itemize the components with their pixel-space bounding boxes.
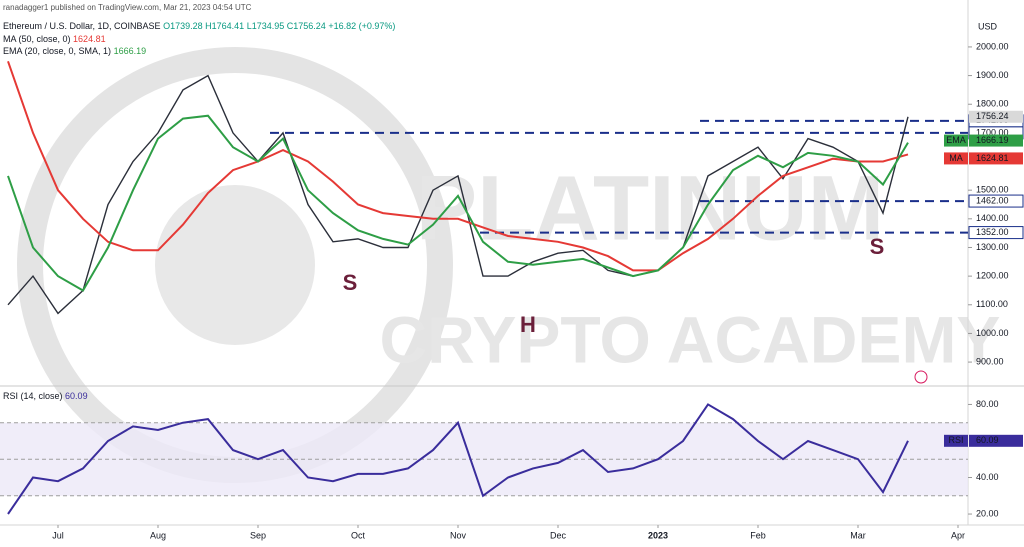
y-tick-label: 1400.00 bbox=[976, 213, 1009, 223]
ema-legend: EMA (20, close, 0, SMA, 1) 1666.19 bbox=[3, 46, 146, 56]
pattern-label: H bbox=[520, 312, 536, 337]
pattern-label: S bbox=[343, 270, 358, 295]
level-label: 1462.00 bbox=[976, 195, 1009, 205]
legend-value: 1624.81 bbox=[73, 34, 106, 44]
y-tick-label: 40.00 bbox=[976, 472, 999, 482]
watermark-text: CRYPTO ACADEMY bbox=[380, 302, 1001, 376]
legend-name: MA (50, close, 0) bbox=[3, 34, 71, 44]
value-label: 1666.19 bbox=[976, 135, 1009, 145]
value-tag bbox=[969, 152, 1023, 165]
ohlc: H1764.41 bbox=[205, 21, 244, 31]
level-tag bbox=[968, 226, 1024, 240]
x-tick-label: Nov bbox=[450, 530, 467, 540]
watermark: PLATINUM CRYPTO ACADEMY bbox=[17, 47, 1001, 483]
y-tick-label: 1300.00 bbox=[976, 242, 1009, 252]
ma-legend: MA (50, close, 0) 1624.81 bbox=[3, 34, 106, 44]
ohlc: O1739.28 bbox=[163, 21, 203, 31]
pattern-label: S bbox=[870, 234, 885, 259]
tag-name: RSI bbox=[948, 435, 963, 445]
y-tick-label: 20.00 bbox=[976, 508, 999, 518]
ohlc: L1734.95 bbox=[247, 21, 285, 31]
value-tag bbox=[969, 110, 1023, 123]
watermark-coin bbox=[155, 185, 315, 345]
value-tag bbox=[969, 134, 1023, 147]
x-tick-label: Sep bbox=[250, 530, 266, 540]
y-tick-label: 1500.00 bbox=[976, 185, 1009, 195]
x-tick-label: Jul bbox=[52, 530, 64, 540]
legend-name: RSI (14, close) bbox=[3, 391, 63, 401]
value-tag bbox=[969, 434, 1023, 447]
y-tick-label: 1100.00 bbox=[976, 299, 1008, 309]
level-label: 1352.00 bbox=[976, 227, 1009, 237]
legend-name: EMA (20, close, 0, SMA, 1) bbox=[3, 46, 111, 56]
y-tick-label: 1200.00 bbox=[976, 271, 1009, 281]
ohlc: C1756.24 bbox=[287, 21, 326, 31]
value-label: 1624.81 bbox=[976, 153, 1009, 163]
currency: USD bbox=[978, 21, 998, 31]
ohlc: +16.82 (+0.97%) bbox=[328, 21, 395, 31]
tag-badge bbox=[944, 134, 968, 147]
legend-value: 1666.19 bbox=[114, 46, 147, 56]
x-tick-label: Aug bbox=[150, 530, 166, 540]
event-icon[interactable] bbox=[914, 370, 928, 384]
x-tick-label: Mar bbox=[850, 530, 866, 540]
legend-value: 60.09 bbox=[65, 391, 88, 401]
rsi-line bbox=[7, 403, 909, 515]
watermark-text: PLATINUM bbox=[416, 157, 884, 259]
y-tick-label: 900.00 bbox=[976, 356, 1004, 366]
x-tick-label: Dec bbox=[550, 530, 567, 540]
level-label: 1700.00 bbox=[976, 127, 1009, 137]
y-tick-label: 1000.00 bbox=[976, 328, 1009, 338]
symbol-legend: Ethereum / U.S. Dollar, 1D, COINBASE O17… bbox=[3, 21, 395, 31]
tag-badge bbox=[944, 434, 968, 447]
y-tick-label: 2000.00 bbox=[976, 41, 1009, 51]
tag-badge bbox=[944, 152, 968, 165]
series-line bbox=[7, 60, 909, 272]
value-label: 1756.24 bbox=[976, 111, 1009, 121]
x-tick-label: Feb bbox=[750, 530, 766, 540]
series-line bbox=[7, 74, 909, 315]
level-tag bbox=[968, 194, 1024, 208]
y-tick-label: 1800.00 bbox=[976, 99, 1009, 109]
rsi-legend: RSI (14, close) 60.09 bbox=[3, 391, 88, 401]
series-line bbox=[7, 114, 909, 292]
x-tick-label: Apr bbox=[951, 530, 965, 540]
publish-info: ranadagger1 published on TradingView.com… bbox=[3, 3, 252, 12]
x-tick-label: Oct bbox=[351, 530, 366, 540]
tag-name: EMA bbox=[946, 135, 966, 145]
y-tick-label: 80.00 bbox=[976, 399, 999, 409]
tag-name: MA bbox=[949, 153, 963, 163]
x-tick-label: 2023 bbox=[648, 530, 668, 540]
value-label: 60.09 bbox=[976, 435, 999, 445]
y-tick-label: 1900.00 bbox=[976, 70, 1009, 80]
symbol: Ethereum / U.S. Dollar, 1D, COINBASE bbox=[3, 21, 161, 31]
